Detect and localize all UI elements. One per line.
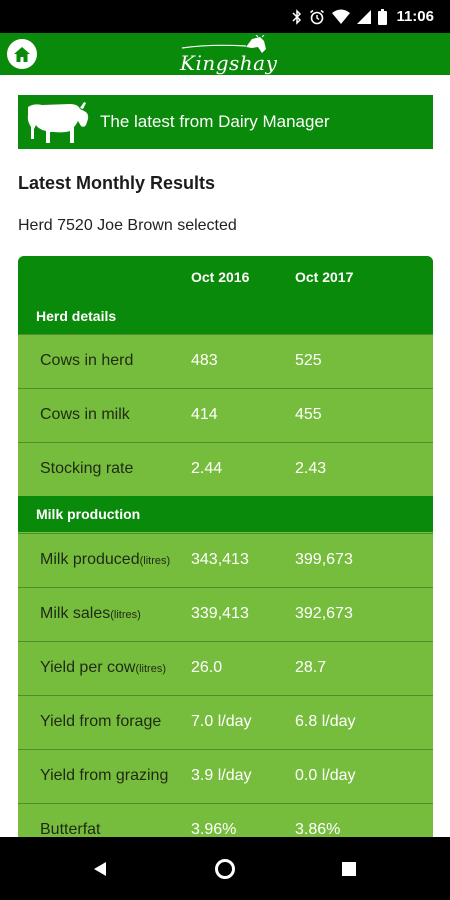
home-button[interactable] (7, 39, 37, 69)
table-row: Cows in herd 483 525 (18, 334, 433, 387)
row-label: Yield from grazing (40, 767, 169, 784)
row-label: Cows in herd (40, 352, 134, 369)
row-value-2016: 26.0 (191, 659, 223, 676)
herd-selected-text: Herd 7520 Joe Brown selected (18, 217, 237, 234)
app-header: Kingshay (0, 33, 450, 75)
row-label: Stocking rate (40, 460, 134, 477)
alarm-icon (310, 9, 325, 24)
table-row: Yield from forage 7.0 l/day 6.8 l/day (18, 695, 433, 748)
row-value-2017: 3.86% (295, 821, 341, 838)
navigation-bar (0, 837, 450, 900)
row-value-2017: 455 (295, 406, 322, 423)
table-row: Cows in milk 414 455 (18, 388, 433, 441)
back-icon[interactable] (93, 861, 107, 877)
row-value-2017: 0.0 l/day (295, 767, 356, 784)
status-icons: 11:06 (292, 0, 434, 33)
row-label: Yield per cow(litres) (40, 659, 167, 676)
row-value-2016: 3.96% (191, 821, 237, 838)
row-value-2017: 2.43 (295, 460, 327, 477)
status-bar: 11:06 (0, 0, 450, 33)
kingshay-logo: Kingshay (170, 35, 280, 75)
table-row: Yield per cow(litres) 26.0 28.7 (18, 641, 433, 694)
banner-text: The latest from Dairy Manager (100, 112, 330, 131)
row-value-2017: 392,673 (295, 605, 353, 622)
bluetooth-icon (292, 8, 302, 25)
row-value-2017: 525 (295, 352, 322, 369)
group-label: Herd details (36, 308, 117, 324)
row-label: Butterfat (40, 821, 101, 838)
home-icon (14, 46, 30, 62)
group-header-herd-details: Herd details (18, 298, 433, 334)
row-label: Milk produced(litres) (40, 551, 171, 568)
group-label: Milk production (36, 506, 141, 522)
table-row: Butterfat 3.96% 3.86% (18, 803, 433, 856)
row-label: Milk sales(litres) (40, 605, 141, 622)
page-title: Latest Monthly Results (18, 173, 216, 193)
row-value-2016: 3.9 l/day (191, 767, 252, 784)
row-label: Yield from forage (40, 713, 162, 730)
row-unit: (litres) (139, 555, 171, 567)
row-unit: (litres) (110, 609, 141, 621)
column-header-oct-2017: Oct 2017 (295, 269, 354, 285)
status-time: 11:06 (396, 8, 434, 25)
row-value-2016: 343,413 (191, 551, 249, 568)
row-value-2016: 2.44 (191, 460, 223, 477)
row-unit: (litres) (135, 663, 167, 675)
logo-cow-icon (181, 35, 266, 53)
row-value-2017: 6.8 l/day (295, 713, 356, 730)
row-value-2016: 339,413 (191, 605, 249, 622)
table-row: Milk sales(litres) 339,413 392,673 (18, 587, 433, 640)
signal-icon (357, 9, 372, 24)
group-header-milk-production: Milk production (18, 496, 433, 532)
table-row: Yield from grazing 3.9 l/day 0.0 l/day (18, 749, 433, 802)
logo-text: Kingshay (180, 51, 278, 75)
row-value-2017: 28.7 (295, 659, 327, 676)
battery-icon (378, 8, 388, 25)
home-nav-icon[interactable] (214, 858, 236, 880)
row-label: Cows in milk (40, 406, 130, 423)
row-value-2016: 7.0 l/day (191, 713, 252, 730)
row-value-2016: 414 (191, 406, 218, 423)
recents-icon[interactable] (342, 862, 356, 876)
table-header: Oct 2016 Oct 2017 (18, 256, 433, 298)
column-header-oct-2016: Oct 2016 (191, 269, 250, 285)
table-row: Stocking rate 2.44 2.43 (18, 442, 433, 495)
row-value-2016: 483 (191, 352, 218, 369)
row-value-2017: 399,673 (295, 551, 353, 568)
table-row: Milk produced(litres) 343,413 399,673 (18, 533, 433, 586)
wifi-icon (332, 9, 351, 24)
cow-icon (27, 102, 89, 143)
results-table: Oct 2016 Oct 2017 Herd details Cows in h… (18, 256, 433, 856)
dairy-manager-banner[interactable]: The latest from Dairy Manager (18, 95, 433, 149)
